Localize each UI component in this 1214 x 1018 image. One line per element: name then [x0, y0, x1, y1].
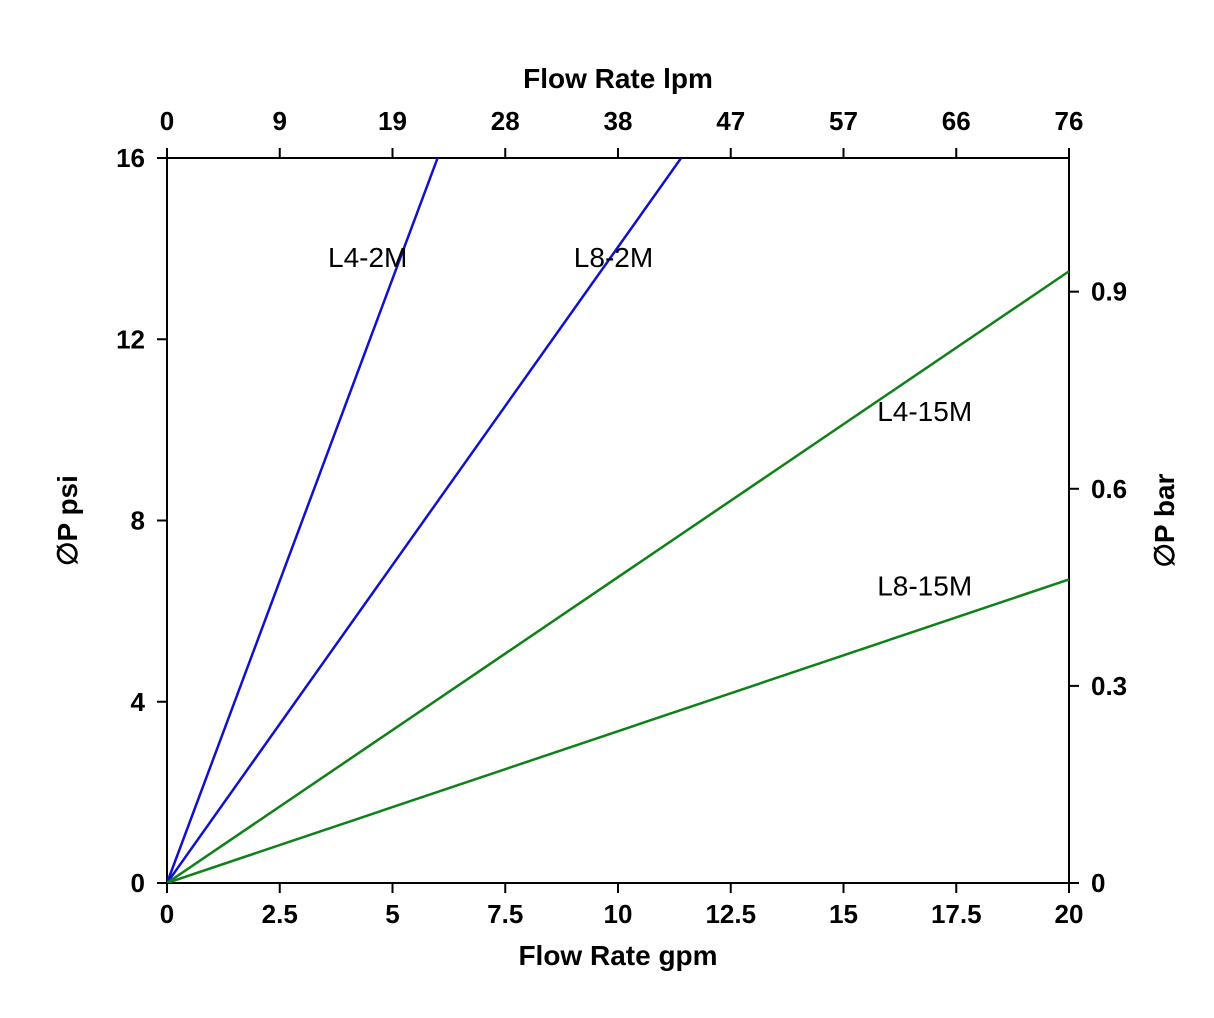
yr-tick-2: 0.6 — [1091, 474, 1127, 504]
xb-tick-8: 20 — [1055, 899, 1084, 929]
xb-tick-2: 5 — [385, 899, 399, 929]
xt-tick-2: 19 — [378, 106, 407, 136]
yl-tick-2: 8 — [131, 506, 145, 536]
yl-tick-1: 4 — [131, 687, 146, 717]
xb-tick-4: 10 — [604, 899, 633, 929]
xt-tick-4: 38 — [604, 106, 633, 136]
yl-tick-3: 12 — [116, 324, 145, 354]
xt-tick-3: 28 — [491, 106, 520, 136]
xt-tick-8: 76 — [1055, 106, 1084, 136]
y-left-title: ∅P psi — [52, 475, 83, 566]
series-label-L8-15M: L8-15M — [877, 570, 972, 601]
xt-tick-5: 47 — [716, 106, 745, 136]
series-label-L4-15M: L4-15M — [877, 396, 972, 427]
series-L8-15M — [167, 579, 1069, 883]
xt-tick-0: 0 — [160, 106, 174, 136]
xt-tick-1: 9 — [273, 106, 287, 136]
xb-tick-1: 2.5 — [262, 899, 298, 929]
xb-tick-6: 15 — [829, 899, 858, 929]
pressure-flow-chart: L4-2M L8-2M L4-15M L8-15M 0 2.5 5 7.5 10 12.5 15 17… — [0, 0, 1214, 1018]
xb-tick-3: 7.5 — [487, 899, 523, 929]
xb-tick-5: 12.5 — [705, 899, 756, 929]
x-top-title: Flow Rate lpm — [523, 63, 713, 94]
xb-tick-0: 0 — [160, 899, 174, 929]
xb-tick-7: 17.5 — [931, 899, 982, 929]
yr-tick-3: 0.9 — [1091, 277, 1127, 307]
series-label-L4-2M: L4-2M — [328, 242, 407, 273]
xt-tick-6: 57 — [829, 106, 858, 136]
yl-tick-0: 0 — [131, 868, 145, 898]
y-right-title: ∅P bar — [1149, 473, 1180, 567]
yr-tick-1: 0.3 — [1091, 671, 1127, 701]
series-label-L8-2M: L8-2M — [574, 242, 653, 273]
xt-tick-7: 66 — [942, 106, 971, 136]
yl-tick-4: 16 — [116, 143, 145, 173]
chart-svg: L4-2M L8-2M L4-15M L8-15M 0 2.5 5 7.5 10 12.5 15 17… — [0, 0, 1214, 1018]
x-bottom-title: Flow Rate gpm — [518, 940, 717, 971]
yr-tick-0: 0 — [1091, 868, 1105, 898]
